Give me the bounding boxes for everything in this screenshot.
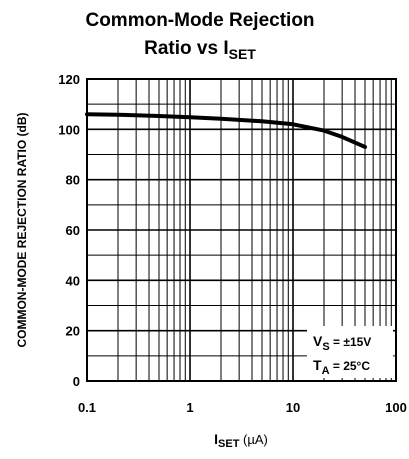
y-tick-label: 80 <box>66 173 80 188</box>
x-tick-labels: 0.1 1 10 100 <box>78 400 407 415</box>
y-tick-label: 0 <box>73 374 80 389</box>
y-tick-label: 100 <box>58 122 80 137</box>
x-tick-label: 10 <box>286 400 300 415</box>
annotation-ta-value: = 25°C <box>330 359 371 373</box>
y-tick-label: 60 <box>66 223 80 238</box>
x-axis-label: ISET (µA) <box>214 431 268 450</box>
x-axis-label-main: I <box>214 431 218 447</box>
y-tick-labels: 0 20 40 60 80 100 120 <box>58 72 80 389</box>
annotation-ta-main: T <box>313 357 322 373</box>
annotation-ta: TA = 25°C <box>313 357 370 377</box>
series-layer <box>85 112 367 149</box>
x-tick-label: 100 <box>385 400 407 415</box>
series-line-0 <box>85 112 367 149</box>
y-tick-label: 40 <box>66 273 80 288</box>
x-tick-label: 0.1 <box>78 400 96 415</box>
annotation-vs-value: = ±15V <box>330 335 372 349</box>
chart-title-line2-prefix: Ratio vs I <box>144 38 228 59</box>
y-axis-label: COMMON-MODE REJECTION RATIO (dB) <box>15 112 29 347</box>
plot-frame <box>86 78 397 382</box>
x-axis-label-sub: SET <box>218 438 240 450</box>
y-tick-label: 20 <box>66 324 80 339</box>
annotation-ta-sub: A <box>322 365 330 377</box>
chart-title-line2: Ratio vs ISET <box>144 38 256 62</box>
y-tick-label: 120 <box>58 72 80 87</box>
annotation-vs-main: V <box>313 333 323 349</box>
x-axis-label-unit: (µA) <box>239 432 267 447</box>
chart-title-line2-sub: SET <box>229 46 257 62</box>
annotation-vs: VS = ±15V <box>313 333 371 353</box>
chart-title-line1: Common-Mode Rejection <box>85 10 314 31</box>
x-tick-label: 1 <box>186 400 193 415</box>
annotation-vs-sub: S <box>322 341 329 353</box>
annotation-box <box>307 326 393 378</box>
